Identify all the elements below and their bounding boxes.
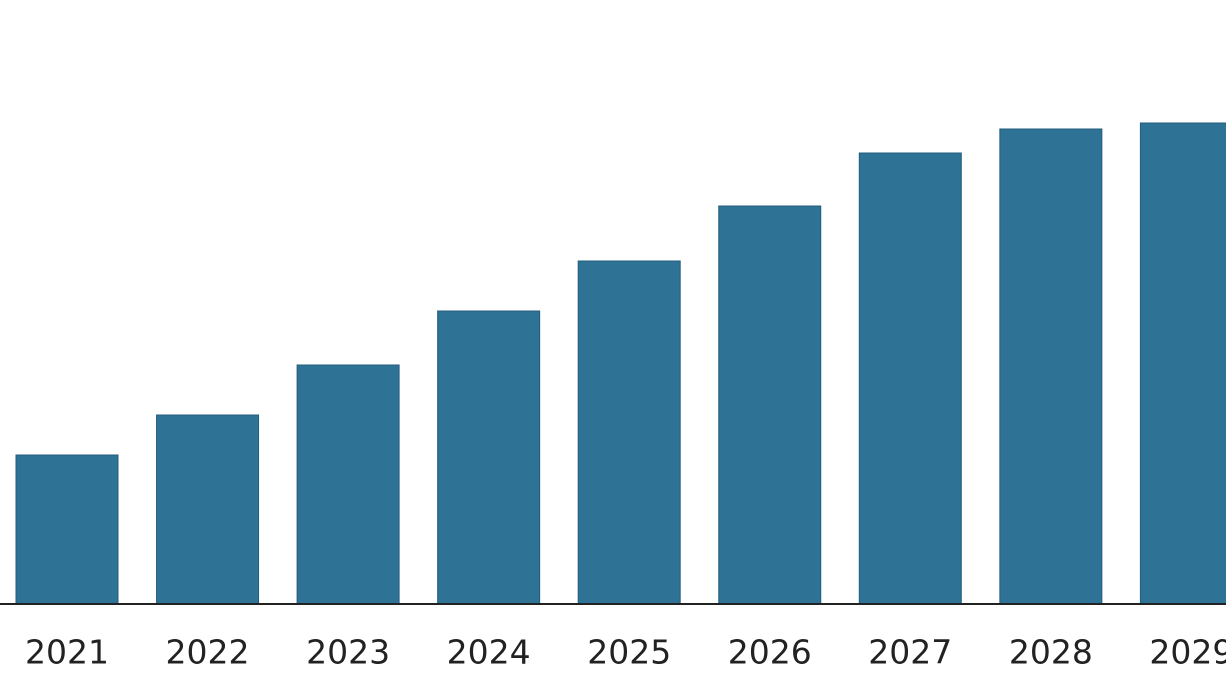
bar [437,310,541,605]
bar [718,205,822,605]
bar [156,414,260,605]
bar [577,260,681,605]
bar [999,128,1103,605]
bar [858,152,962,605]
x-tick-label: 2022 [166,633,250,672]
x-tick-label: 2021 [25,633,109,672]
x-tick-label: 2024 [447,633,531,672]
x-tick-label: 2027 [868,633,952,672]
bar [15,454,119,605]
x-tick-label: 2026 [728,633,812,672]
x-tick-label: 2023 [306,633,390,672]
x-tick-label: 2028 [1009,633,1093,672]
x-tick-label: 2025 [587,633,671,672]
bar [296,364,400,605]
x-tick-label: 2029 [1149,633,1226,672]
bar [1139,122,1226,605]
